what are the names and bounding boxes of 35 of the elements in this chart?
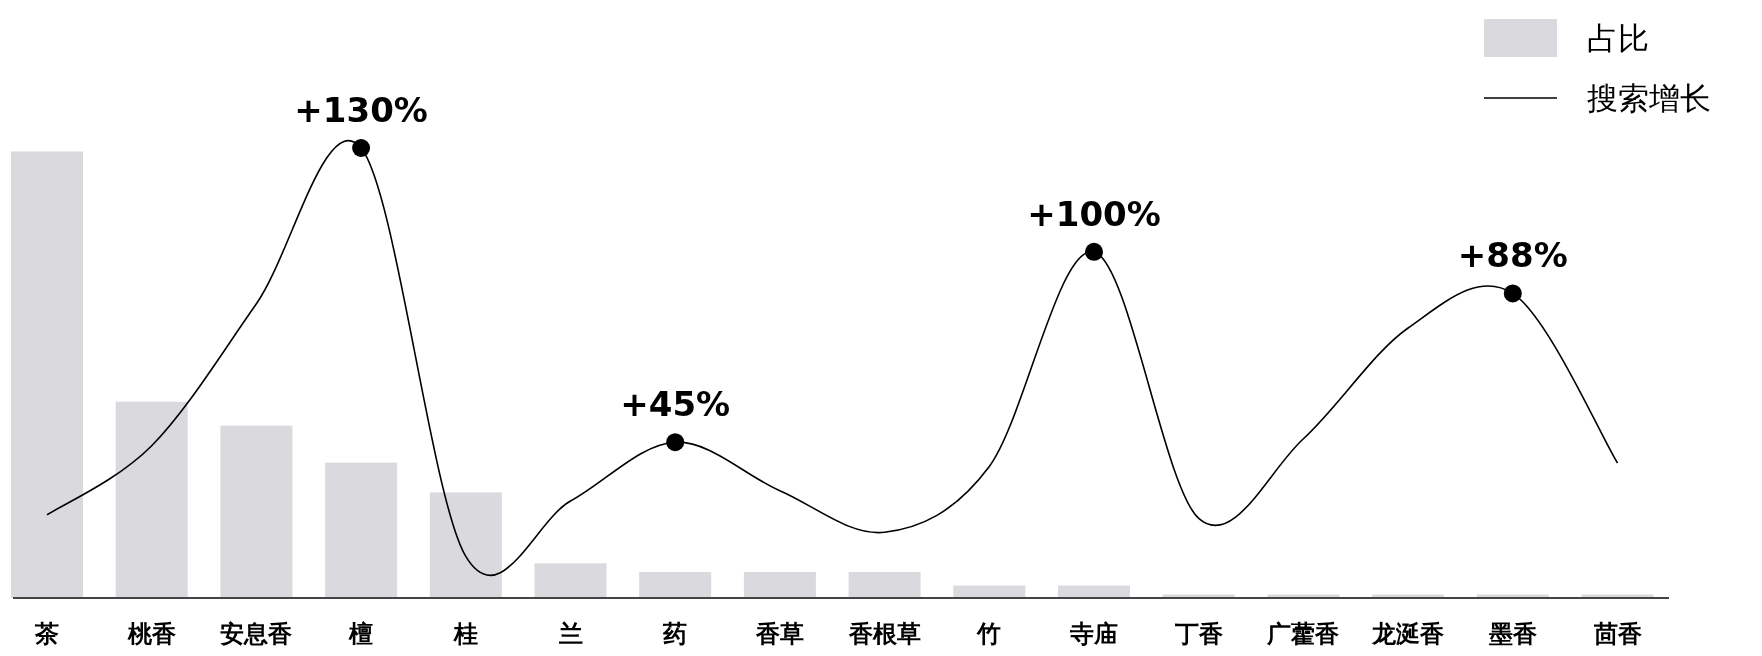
x-tick-label: 香草 (754, 620, 804, 648)
x-tick-label: 丁香 (1173, 620, 1223, 648)
x-tick-label: 墨香 (1487, 620, 1537, 648)
bar (429, 492, 502, 598)
bar (11, 151, 83, 598)
point (666, 433, 685, 452)
bar (534, 563, 607, 598)
data-label: +88% (1457, 235, 1568, 276)
point (1503, 284, 1522, 303)
x-tick-label: 桃香 (126, 620, 176, 648)
bar (743, 572, 816, 598)
x-tick-label: 安息香 (220, 620, 293, 648)
x-tick-label: 竹 (976, 620, 1002, 648)
x-tick-label: 桂 (452, 620, 478, 648)
bar (115, 401, 188, 598)
bar (325, 462, 398, 598)
x-tick-label: 茴香 (1592, 620, 1642, 648)
point (352, 139, 371, 157)
legend-label: 占比 (1587, 20, 1649, 56)
x-tick-label: 龙涎香 (1371, 620, 1445, 648)
legend-label: 搜索增长 (1587, 80, 1711, 116)
bar (848, 572, 921, 598)
x-tick-label: 药 (662, 620, 688, 648)
point (1085, 242, 1103, 261)
x-tick-label: 檀 (348, 620, 374, 648)
bar (639, 572, 712, 598)
data-label: +45% (620, 384, 731, 425)
bar (220, 425, 293, 598)
x-tick-label: 兰 (557, 620, 583, 648)
x-tick-label: 香根草 (847, 620, 921, 648)
x-tick-label: 茶 (34, 620, 59, 648)
x-tick-label: 广藿香 (1266, 620, 1340, 648)
x-tick-label: 寺庙 (1069, 620, 1118, 648)
data-label: +100% (1027, 193, 1161, 234)
data-label: +130% (294, 90, 428, 130)
